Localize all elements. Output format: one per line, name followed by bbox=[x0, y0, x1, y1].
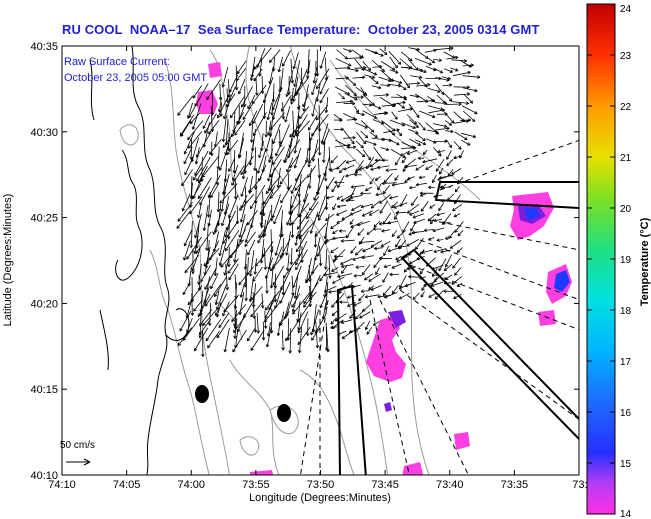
buoy-marker bbox=[277, 404, 291, 422]
y-tick-label: 40:20 bbox=[30, 298, 58, 310]
current-date: October 23, 2005 05:00 GMT bbox=[64, 72, 207, 84]
x-tick-label: 74:05 bbox=[113, 479, 141, 491]
x-tick-label: 73:45 bbox=[371, 479, 399, 491]
buoy-marker bbox=[195, 385, 209, 403]
scale-label: 50 cm/s bbox=[60, 440, 95, 451]
x-tick-label: 74:00 bbox=[177, 479, 205, 491]
colorbar-tick-label: 21 bbox=[620, 153, 632, 164]
colorbar-label: Temperature (°C) bbox=[639, 217, 651, 306]
x-axis-ticks: 74:10 74:05 74:00 73:55 73:50 73:45 73:40 73:35… bbox=[48, 46, 594, 491]
colorbar-tick-label: 22 bbox=[620, 102, 632, 113]
y-axis-ticks: 40:35 40:30 40:25 40:20 40:15 40:10 bbox=[30, 41, 579, 482]
current-vectors bbox=[176, 46, 481, 357]
x-tick-label: 73:40 bbox=[436, 479, 464, 491]
sst-patches bbox=[196, 62, 572, 475]
radar-masks bbox=[299, 139, 579, 475]
colorbar-ticks: 24 23 22 21 20 19 18 17 16 15 14 bbox=[587, 3, 632, 519]
x-tick-label: 73:35 bbox=[501, 479, 529, 491]
colorbar-tick-label: 20 bbox=[620, 204, 632, 215]
x-tick-label: 73:50 bbox=[307, 479, 335, 491]
y-tick-label: 40:25 bbox=[30, 213, 58, 225]
colorbar-tick-label: 14 bbox=[620, 509, 632, 519]
colorbar-tick-label: 18 bbox=[620, 306, 632, 317]
colorbar-tick-label: 16 bbox=[620, 408, 632, 419]
x-tick-label: 73:55 bbox=[242, 479, 270, 491]
colorbar-tick-label: 19 bbox=[620, 255, 632, 266]
colorbar-tick-label: 24 bbox=[620, 4, 632, 15]
y-tick-label: 40:15 bbox=[30, 384, 58, 396]
coastline bbox=[62, 46, 190, 475]
scale-arrow bbox=[66, 458, 91, 466]
x-tick-label: 74:10 bbox=[48, 479, 76, 491]
y-tick-label: 40:35 bbox=[30, 41, 58, 53]
y-axis-label: Latitude (Degrees:Minutes) bbox=[2, 194, 14, 327]
x-axis-label: Longitude (Degrees:Minutes) bbox=[249, 492, 391, 504]
y-tick-label: 40:10 bbox=[30, 470, 58, 482]
colorbar-tick-label: 23 bbox=[620, 51, 632, 62]
y-tick-label: 40:30 bbox=[30, 127, 58, 139]
map-title: RU COOL NOAA–17 Sea Surface Temperature:… bbox=[62, 22, 540, 37]
colorbar-tick-label: 17 bbox=[620, 357, 632, 368]
colorbar-tick-label: 15 bbox=[620, 459, 632, 470]
current-label: Raw Surface Current: bbox=[64, 56, 170, 68]
